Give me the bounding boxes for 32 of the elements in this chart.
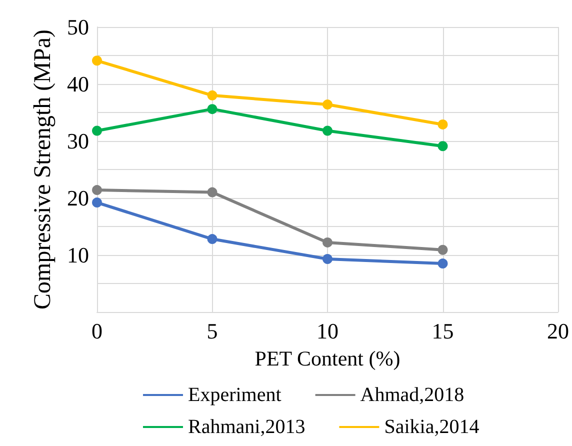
- point: [322, 254, 332, 264]
- x-tick-label: 15: [432, 318, 454, 344]
- point: [438, 141, 448, 152]
- point: [92, 198, 102, 208]
- y-axis-title: Compressive Strength (MPa): [30, 30, 56, 310]
- point: [438, 119, 448, 130]
- y-tick-label: 10: [67, 242, 89, 268]
- point: [207, 90, 218, 100]
- x-tick-label: 0: [92, 318, 102, 344]
- x-tick-label: 5: [206, 318, 218, 344]
- x-axis-title: PET Content (%): [254, 346, 400, 370]
- x-tick-label: 10: [316, 318, 338, 344]
- point: [322, 126, 332, 136]
- y-tick-label: 50: [67, 14, 89, 40]
- legend-label: Ahmad,2018: [360, 384, 464, 406]
- point: [92, 126, 102, 136]
- point: [92, 56, 102, 66]
- point: [438, 258, 448, 269]
- point: [207, 234, 218, 244]
- point: [207, 187, 218, 198]
- point: [207, 104, 218, 114]
- x-tick-label: 20: [547, 318, 569, 344]
- point: [322, 237, 332, 248]
- legend-label: Experiment: [188, 384, 282, 406]
- legend-label: Saikia,2014: [384, 416, 480, 438]
- point: [322, 100, 332, 110]
- point: [438, 244, 448, 255]
- y-tick-label: 20: [67, 186, 89, 210]
- point: [92, 185, 102, 196]
- legend-label: Rahmani,2013: [188, 416, 306, 438]
- y-tick-label: 40: [67, 72, 89, 96]
- y-tick-label: 30: [67, 128, 89, 154]
